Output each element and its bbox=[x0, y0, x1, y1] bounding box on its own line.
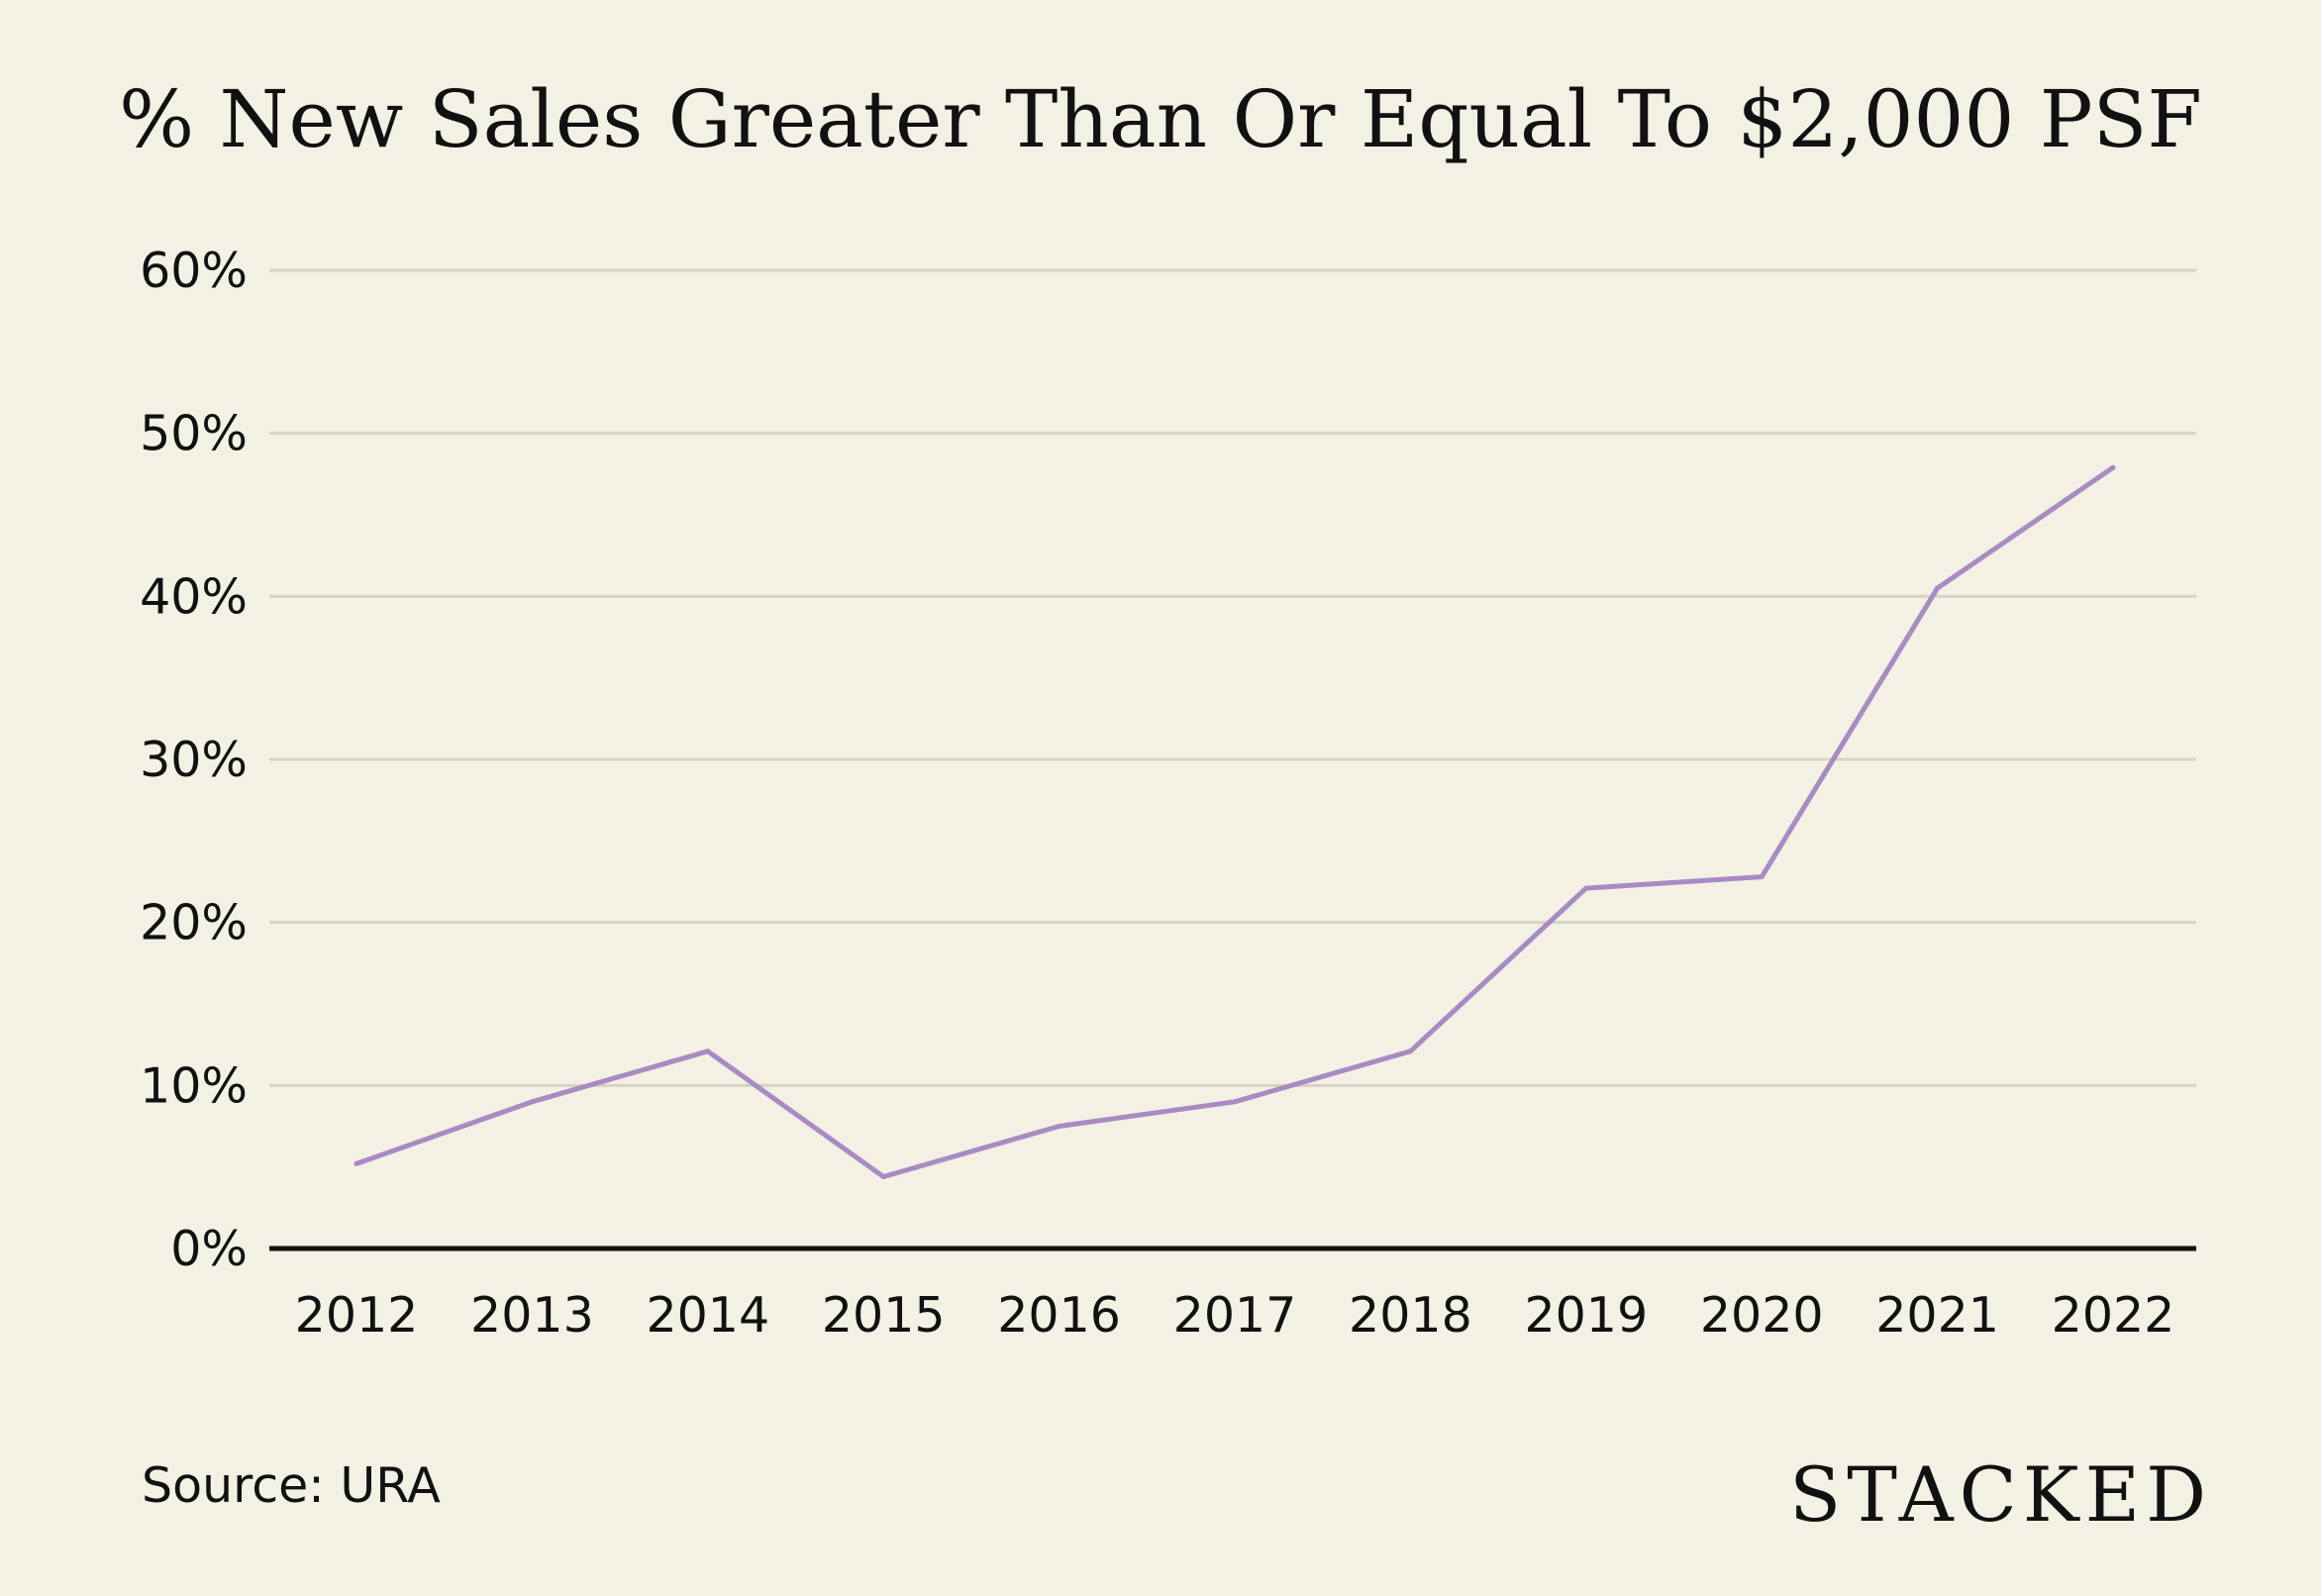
source-note: Source: URA bbox=[142, 1457, 441, 1514]
x-tick-label: 2015 bbox=[822, 1287, 946, 1344]
data-point bbox=[1759, 874, 1765, 880]
data-point bbox=[1935, 585, 1941, 591]
data-point bbox=[880, 1174, 886, 1180]
chart-title: % New Sales Greater Than Or Equal To $2,… bbox=[119, 73, 2202, 165]
data-point bbox=[1407, 1048, 1413, 1054]
x-tick-label: 2019 bbox=[1524, 1287, 1648, 1344]
x-tick-label: 2013 bbox=[470, 1287, 594, 1344]
gridlines bbox=[269, 268, 2196, 1087]
x-tick-label: 2021 bbox=[1875, 1287, 1999, 1344]
brand-logo-text: STACKED bbox=[1789, 1450, 2212, 1539]
y-tick-label: 40% bbox=[140, 568, 248, 625]
data-point bbox=[353, 1160, 359, 1166]
x-tick-label: 2018 bbox=[1349, 1287, 1472, 1344]
data-point bbox=[1057, 1124, 1062, 1129]
x-tick-label: 2022 bbox=[2052, 1287, 2175, 1344]
x-tick-label: 2017 bbox=[1173, 1287, 1297, 1344]
x-tick-label: 2014 bbox=[646, 1287, 769, 1344]
data-point bbox=[2110, 464, 2116, 470]
data-point bbox=[1583, 885, 1589, 891]
y-tick-label: 60% bbox=[140, 243, 248, 299]
y-tick-label: 30% bbox=[140, 732, 248, 788]
y-tick-label: 20% bbox=[140, 895, 248, 951]
y-axis-tick-labels: 0% 10% 20% 30% 40% 50% 60% bbox=[140, 243, 248, 1277]
series-layer bbox=[353, 464, 2116, 1180]
x-tick-label: 2016 bbox=[997, 1287, 1121, 1344]
y-tick-label: 10% bbox=[140, 1057, 248, 1114]
y-tick-label: 50% bbox=[140, 406, 248, 462]
x-tick-label: 2020 bbox=[1700, 1287, 1824, 1344]
x-tick-label: 2012 bbox=[295, 1287, 419, 1344]
data-point bbox=[529, 1099, 535, 1105]
x-axis-tick-labels: 2012 2013 2014 2015 2016 2017 2018 2019 2020 2021… bbox=[295, 1287, 2175, 1344]
data-point bbox=[705, 1048, 711, 1054]
y-tick-label: 0% bbox=[170, 1221, 248, 1277]
data-point bbox=[1232, 1099, 1238, 1105]
